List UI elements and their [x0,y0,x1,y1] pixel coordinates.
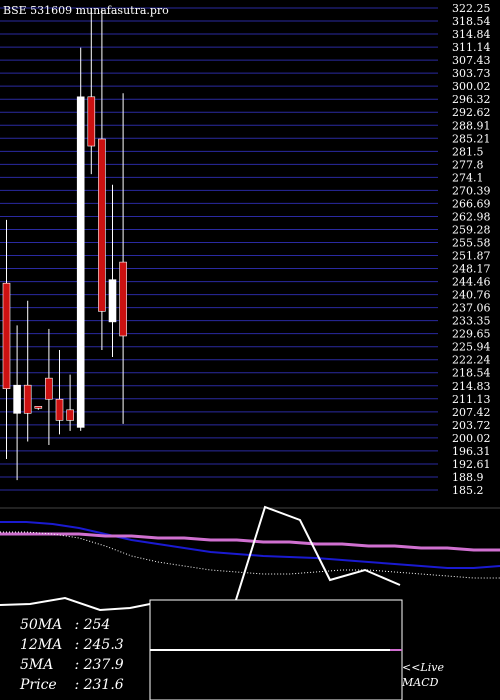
y-tick-label: 307.43 [452,54,491,67]
y-tick-label: 211.13 [452,393,491,406]
y-tick-label: 214.83 [452,380,491,393]
candle-body [76,96,85,428]
y-tick-label: 285.21 [452,132,491,145]
y-tick-label: 270.39 [452,184,491,197]
signal-line [0,505,401,612]
y-tick-label: 318.54 [452,15,491,28]
ma50-label: 50MA [20,617,63,633]
candle-body [66,409,74,421]
y-tick-label: 200.02 [452,432,491,445]
y-tick-label: 296.32 [452,93,491,106]
candle-body [2,282,11,390]
y-tick-label: 292.62 [452,106,491,119]
y-tick-label: 244.46 [452,276,491,289]
candle-body [55,398,64,421]
price-value: : 231.6 [74,677,124,693]
y-tick-label: 207.42 [452,406,491,419]
y-tick-label: 248.17 [452,263,491,276]
y-tick-label: 225.94 [452,341,491,354]
live-label: <<Live [402,661,444,674]
y-tick-label: 274.1 [452,171,484,184]
ma12-row: 12MA : 245.3 [20,635,124,655]
candle-body [34,405,43,409]
live-macd-label: <<Live MACD [402,660,444,690]
ma5-row: 5MA : 237.9 [20,655,124,675]
price-row: Price : 231.6 [20,675,124,695]
y-axis-ticks: 322.25318.54314.84311.14307.43303.73300.… [452,2,491,497]
ma-line [0,532,500,552]
ma50-value: : 254 [74,617,111,633]
moving-average-panel [0,505,500,612]
y-tick-label: 196.31 [452,445,491,458]
y-tick-label: 237.06 [452,302,491,315]
candle-body [98,138,106,312]
ma5-label: 5MA [20,657,54,673]
y-tick-label: 229.65 [452,328,491,341]
macd-panel [149,599,403,700]
y-tick-label: 218.54 [452,367,491,380]
macd-label: MACD [402,676,439,689]
y-tick-label: 288.91 [452,119,491,132]
moving-average-stats: 50MA : 254 12MA : 245.3 5MA : 237.9 Pric… [20,615,124,695]
chart-title: BSE 531609 munafasutra.pro [3,4,169,17]
ma-line [0,521,500,569]
ma5-value: : 237.9 [74,657,124,673]
candle-body [108,279,117,323]
y-tick-label: 185.2 [452,484,484,497]
y-tick-label: 222.24 [452,354,491,367]
y-tick-label: 281.5 [452,145,484,158]
y-tick-label: 311.14 [452,41,491,54]
y-tick-label: 322.25 [452,2,491,15]
y-tick-label: 266.69 [452,197,491,210]
candle-body [45,377,53,400]
ma50-row: 50MA : 254 [20,615,124,635]
price-grid [0,7,438,491]
y-tick-label: 251.87 [452,250,491,263]
y-tick-label: 259.28 [452,223,491,236]
candle-body [87,96,96,147]
y-tick-label: 203.72 [452,419,491,432]
y-tick-label: 233.35 [452,315,491,328]
y-tick-label: 188.9 [452,471,484,484]
y-tick-label: 300.02 [452,80,491,93]
price-label: Price [20,677,57,693]
candle-body [23,384,32,414]
y-tick-label: 192.61 [452,458,491,471]
y-tick-label: 277.8 [452,158,484,171]
ma12-label: 12MA [20,637,63,653]
y-tick-label: 303.73 [452,67,491,80]
y-tick-label: 262.98 [452,210,491,223]
y-tick-label: 255.58 [452,236,491,249]
y-tick-label: 314.84 [452,28,491,41]
ma12-value: : 245.3 [74,637,124,653]
y-tick-label: 240.76 [452,289,491,302]
candle-body [119,261,127,337]
candlesticks [2,8,127,481]
candle-body [13,384,21,414]
